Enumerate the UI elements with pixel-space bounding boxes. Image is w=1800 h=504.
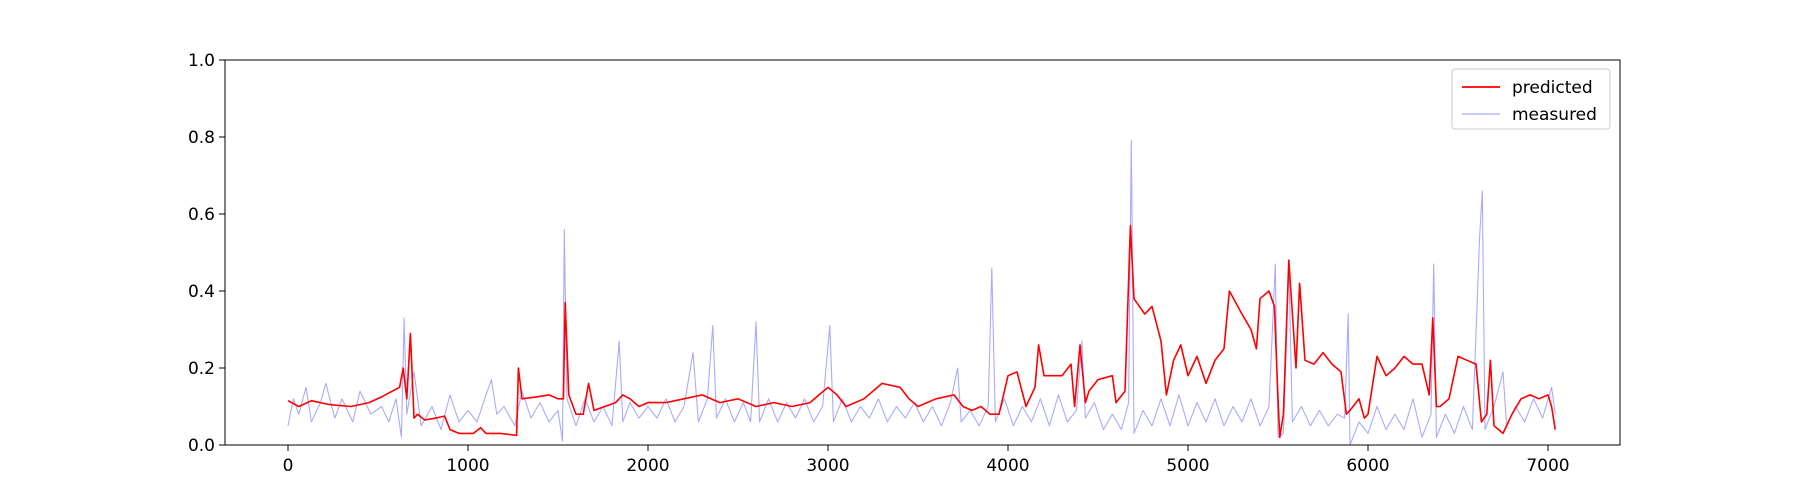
y-tick-label: 0.4	[188, 282, 215, 302]
series-layer	[287, 140, 1556, 446]
x-tick-label: 3000	[806, 456, 849, 476]
x-tick-label: 4000	[986, 456, 1029, 476]
x-tick-label: 5000	[1166, 456, 1209, 476]
y-tick-label: 0.8	[188, 128, 215, 148]
plot-frame	[224, 59, 1621, 446]
legend: predicted measured	[1451, 68, 1611, 130]
y-tick-label: 0.0	[188, 436, 215, 456]
x-tick-label: 7000	[1526, 456, 1569, 476]
x-tick-label: 2000	[626, 456, 669, 476]
x-tick-label: 1000	[446, 456, 489, 476]
x-tick-label: 6000	[1346, 456, 1389, 476]
y-tick-label: 0.2	[188, 359, 215, 379]
y-tick-label: 0.6	[188, 205, 215, 225]
x-axis: 0 1000 2000 3000 4000 5000 6000 7000	[283, 445, 1570, 476]
y-tick-label: 1.0	[188, 51, 215, 71]
legend-label-predicted: predicted	[1512, 78, 1593, 98]
y-axis: 0.0 0.2 0.4 0.6 0.8 1.0	[188, 51, 225, 456]
series-line-predicted	[287, 224, 1556, 439]
x-tick-label: 0	[283, 456, 294, 476]
series-line-measured	[287, 140, 1556, 446]
legend-label-measured: measured	[1512, 105, 1597, 125]
